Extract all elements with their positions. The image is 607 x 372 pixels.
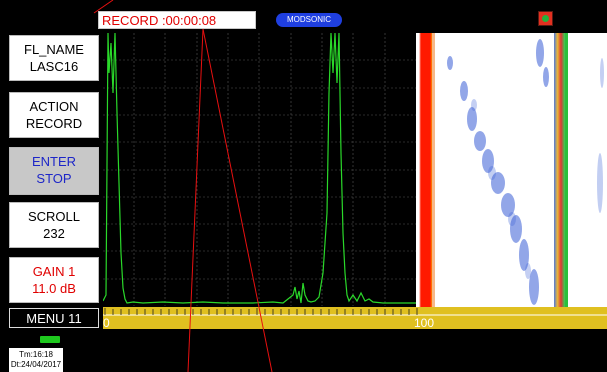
ascan-waveform — [103, 33, 416, 304]
top-status-bar: RECORD :00:00:08 MODSONIC — [0, 0, 607, 32]
scroll-value: 232 — [43, 226, 65, 241]
bscan-back-band — [554, 33, 568, 307]
record-timer: RECORD :00:00:08 — [98, 11, 256, 29]
ascan-display — [103, 33, 416, 306]
target-indicator-icon — [538, 11, 553, 26]
gain-button[interactable]: GAIN 1 11.0 dB — [9, 257, 99, 303]
menu-button[interactable]: MENU 11 — [9, 308, 99, 328]
scroll-button[interactable]: SCROLL 232 — [9, 202, 99, 248]
fl-name-button[interactable]: FL_NAME LASC16 — [9, 35, 99, 81]
depth-ruler: 0 100 — [103, 307, 607, 330]
action-value: RECORD — [25, 116, 83, 131]
action-button[interactable]: ACTION RECORD — [9, 92, 99, 138]
fl-name-value: LASC16 — [29, 59, 79, 74]
bscan-echo-trace — [447, 39, 549, 305]
ruler-end-label: 100 — [414, 316, 435, 330]
scroll-label: SCROLL — [27, 209, 81, 224]
battery-icon — [40, 336, 60, 343]
ruler-ticks — [103, 308, 607, 316]
brand-logo: MODSONIC — [276, 13, 342, 27]
bscan-edge-band — [419, 33, 432, 307]
enter-button[interactable]: ENTER STOP — [9, 147, 99, 195]
enter-value: STOP — [36, 171, 72, 186]
fl-name-label: FL_NAME — [24, 42, 84, 57]
ruler-start-label: 0 — [103, 316, 110, 330]
datetime-box: Tm:16:18 Dt:24/04/2017 — [9, 348, 63, 372]
enter-label: ENTER — [31, 154, 77, 169]
date-text: Dt:24/04/2017 — [10, 360, 62, 369]
gain-value: 11.0 dB — [32, 281, 76, 296]
action-label: ACTION — [29, 99, 79, 114]
bscan-display — [416, 33, 607, 307]
time-text: Tm:16:18 — [19, 350, 53, 359]
gain-label: GAIN 1 — [32, 264, 76, 279]
